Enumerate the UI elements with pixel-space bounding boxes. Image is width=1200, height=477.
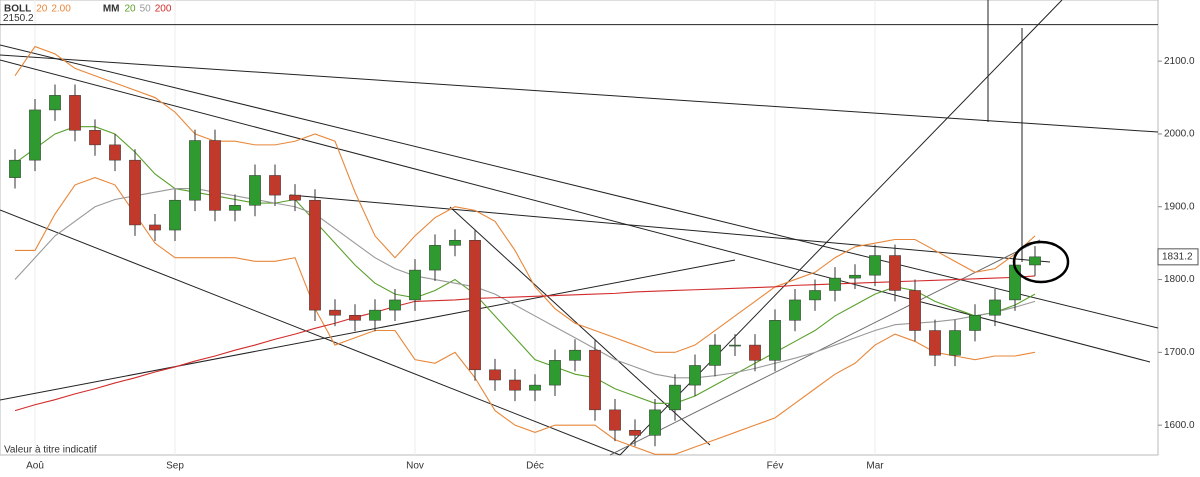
x-tick-label: Nov: [406, 461, 424, 472]
trend-line: [449, 206, 711, 446]
overlays: [14, 45, 1036, 455]
candle-body: [469, 239, 481, 371]
y-tick-label: 1600.0: [1164, 420, 1195, 431]
indicator-line: [14, 275, 1036, 412]
y-axis: 1600.0 1700.0 1800.0 1900.0 2000.0 2100.0: [1158, 56, 1195, 431]
candle-body: [29, 109, 41, 161]
candle-body: [709, 344, 721, 366]
candle-body: [849, 274, 861, 279]
price-tag-label: 1831.2: [1162, 251, 1193, 262]
candle-body: [949, 330, 961, 356]
candle-body: [749, 344, 761, 361]
candle-body: [389, 299, 401, 311]
highlight-circle: [1012, 240, 1070, 284]
candle-body: [569, 349, 581, 361]
candle-body: [449, 239, 461, 246]
candle-body: [689, 365, 701, 386]
x-tick-label: Sep: [166, 461, 184, 472]
footnote: Valeur à titre indicatif: [4, 445, 97, 456]
candle-body: [769, 320, 781, 361]
trend-line: [0, 259, 736, 401]
candle-body: [609, 409, 621, 431]
candle-body: [649, 409, 661, 436]
y-tick-label: 1900.0: [1164, 201, 1195, 212]
candle-body: [369, 309, 381, 321]
candles: [9, 84, 1041, 447]
trend-lines: [0, 0, 1159, 456]
indicator-line: [14, 126, 1036, 404]
indicator-label: MM: [103, 4, 120, 15]
candle-body: [209, 140, 221, 211]
candle-body: [549, 360, 561, 386]
plot-area: [0, 0, 1159, 456]
trend-line: [0, 59, 1151, 363]
y-tick-label: 2000.0: [1164, 129, 1195, 140]
candle-body: [249, 175, 261, 206]
candle-body: [429, 245, 441, 271]
candle-body: [1029, 256, 1041, 266]
candle-body: [289, 194, 301, 201]
indicator-param: 20: [36, 4, 48, 15]
candle-body: [329, 309, 341, 316]
indicator-legend: BOLL 20 2.00 MM 20 50 200: [4, 4, 172, 15]
price-tag: [1157, 248, 1199, 266]
indicator-param: 200: [155, 4, 172, 15]
y-tick-label: 2100.0: [1164, 56, 1195, 67]
candle-body: [49, 95, 61, 111]
trend-line: [609, 239, 1041, 456]
candle-body: [69, 95, 81, 131]
indicator-param: 20: [124, 4, 136, 15]
candle-body: [169, 199, 181, 231]
candle-body: [109, 144, 121, 161]
indicator-label: BOLL: [4, 4, 31, 15]
candle-body: [9, 159, 21, 178]
candle-body: [509, 379, 521, 391]
candle-body: [409, 269, 421, 301]
candle-body: [529, 384, 541, 391]
candle-body: [309, 199, 321, 311]
trend-line: [289, 194, 1051, 263]
trend-line: [0, 54, 1159, 133]
indicator-param: 2.00: [51, 4, 71, 15]
candle-body: [929, 330, 941, 356]
candle-body: [269, 175, 281, 196]
candle-body: [889, 255, 901, 291]
candle-body: [829, 277, 841, 291]
indicator-line: [14, 188, 1036, 379]
candle-body: [789, 299, 801, 321]
candle-body: [489, 369, 501, 381]
candle-body: [349, 314, 361, 321]
x-tick-label: Mar: [866, 461, 884, 472]
indicator-line: [14, 45, 1036, 353]
trend-line: [0, 209, 621, 456]
candle-body: [969, 314, 981, 331]
candle-body: [909, 290, 921, 331]
candle-body: [149, 224, 161, 231]
y-tick-label: 1800.0: [1164, 274, 1195, 285]
candle-body: [809, 290, 821, 301]
candle-body: [189, 140, 201, 201]
candle-body: [589, 349, 601, 411]
candle-body: [989, 299, 1001, 316]
x-tick-label: Aoû: [26, 461, 44, 472]
candle-body: [669, 384, 681, 411]
x-tick-label: Déc: [526, 461, 544, 472]
indicator-line: [15, 177, 1036, 455]
candle-body: [869, 255, 881, 276]
candle-body: [229, 205, 241, 211]
level-label: 2150.2: [3, 13, 34, 24]
candle-body: [129, 159, 141, 226]
y-tick-label: 1700.0: [1164, 347, 1195, 358]
candle-body: [629, 429, 641, 436]
candle-body: [729, 344, 741, 347]
trend-line: [0, 44, 1159, 329]
candle-body: [89, 130, 101, 146]
x-tick-label: Fév: [767, 461, 784, 472]
indicator-param: 50: [140, 4, 152, 15]
